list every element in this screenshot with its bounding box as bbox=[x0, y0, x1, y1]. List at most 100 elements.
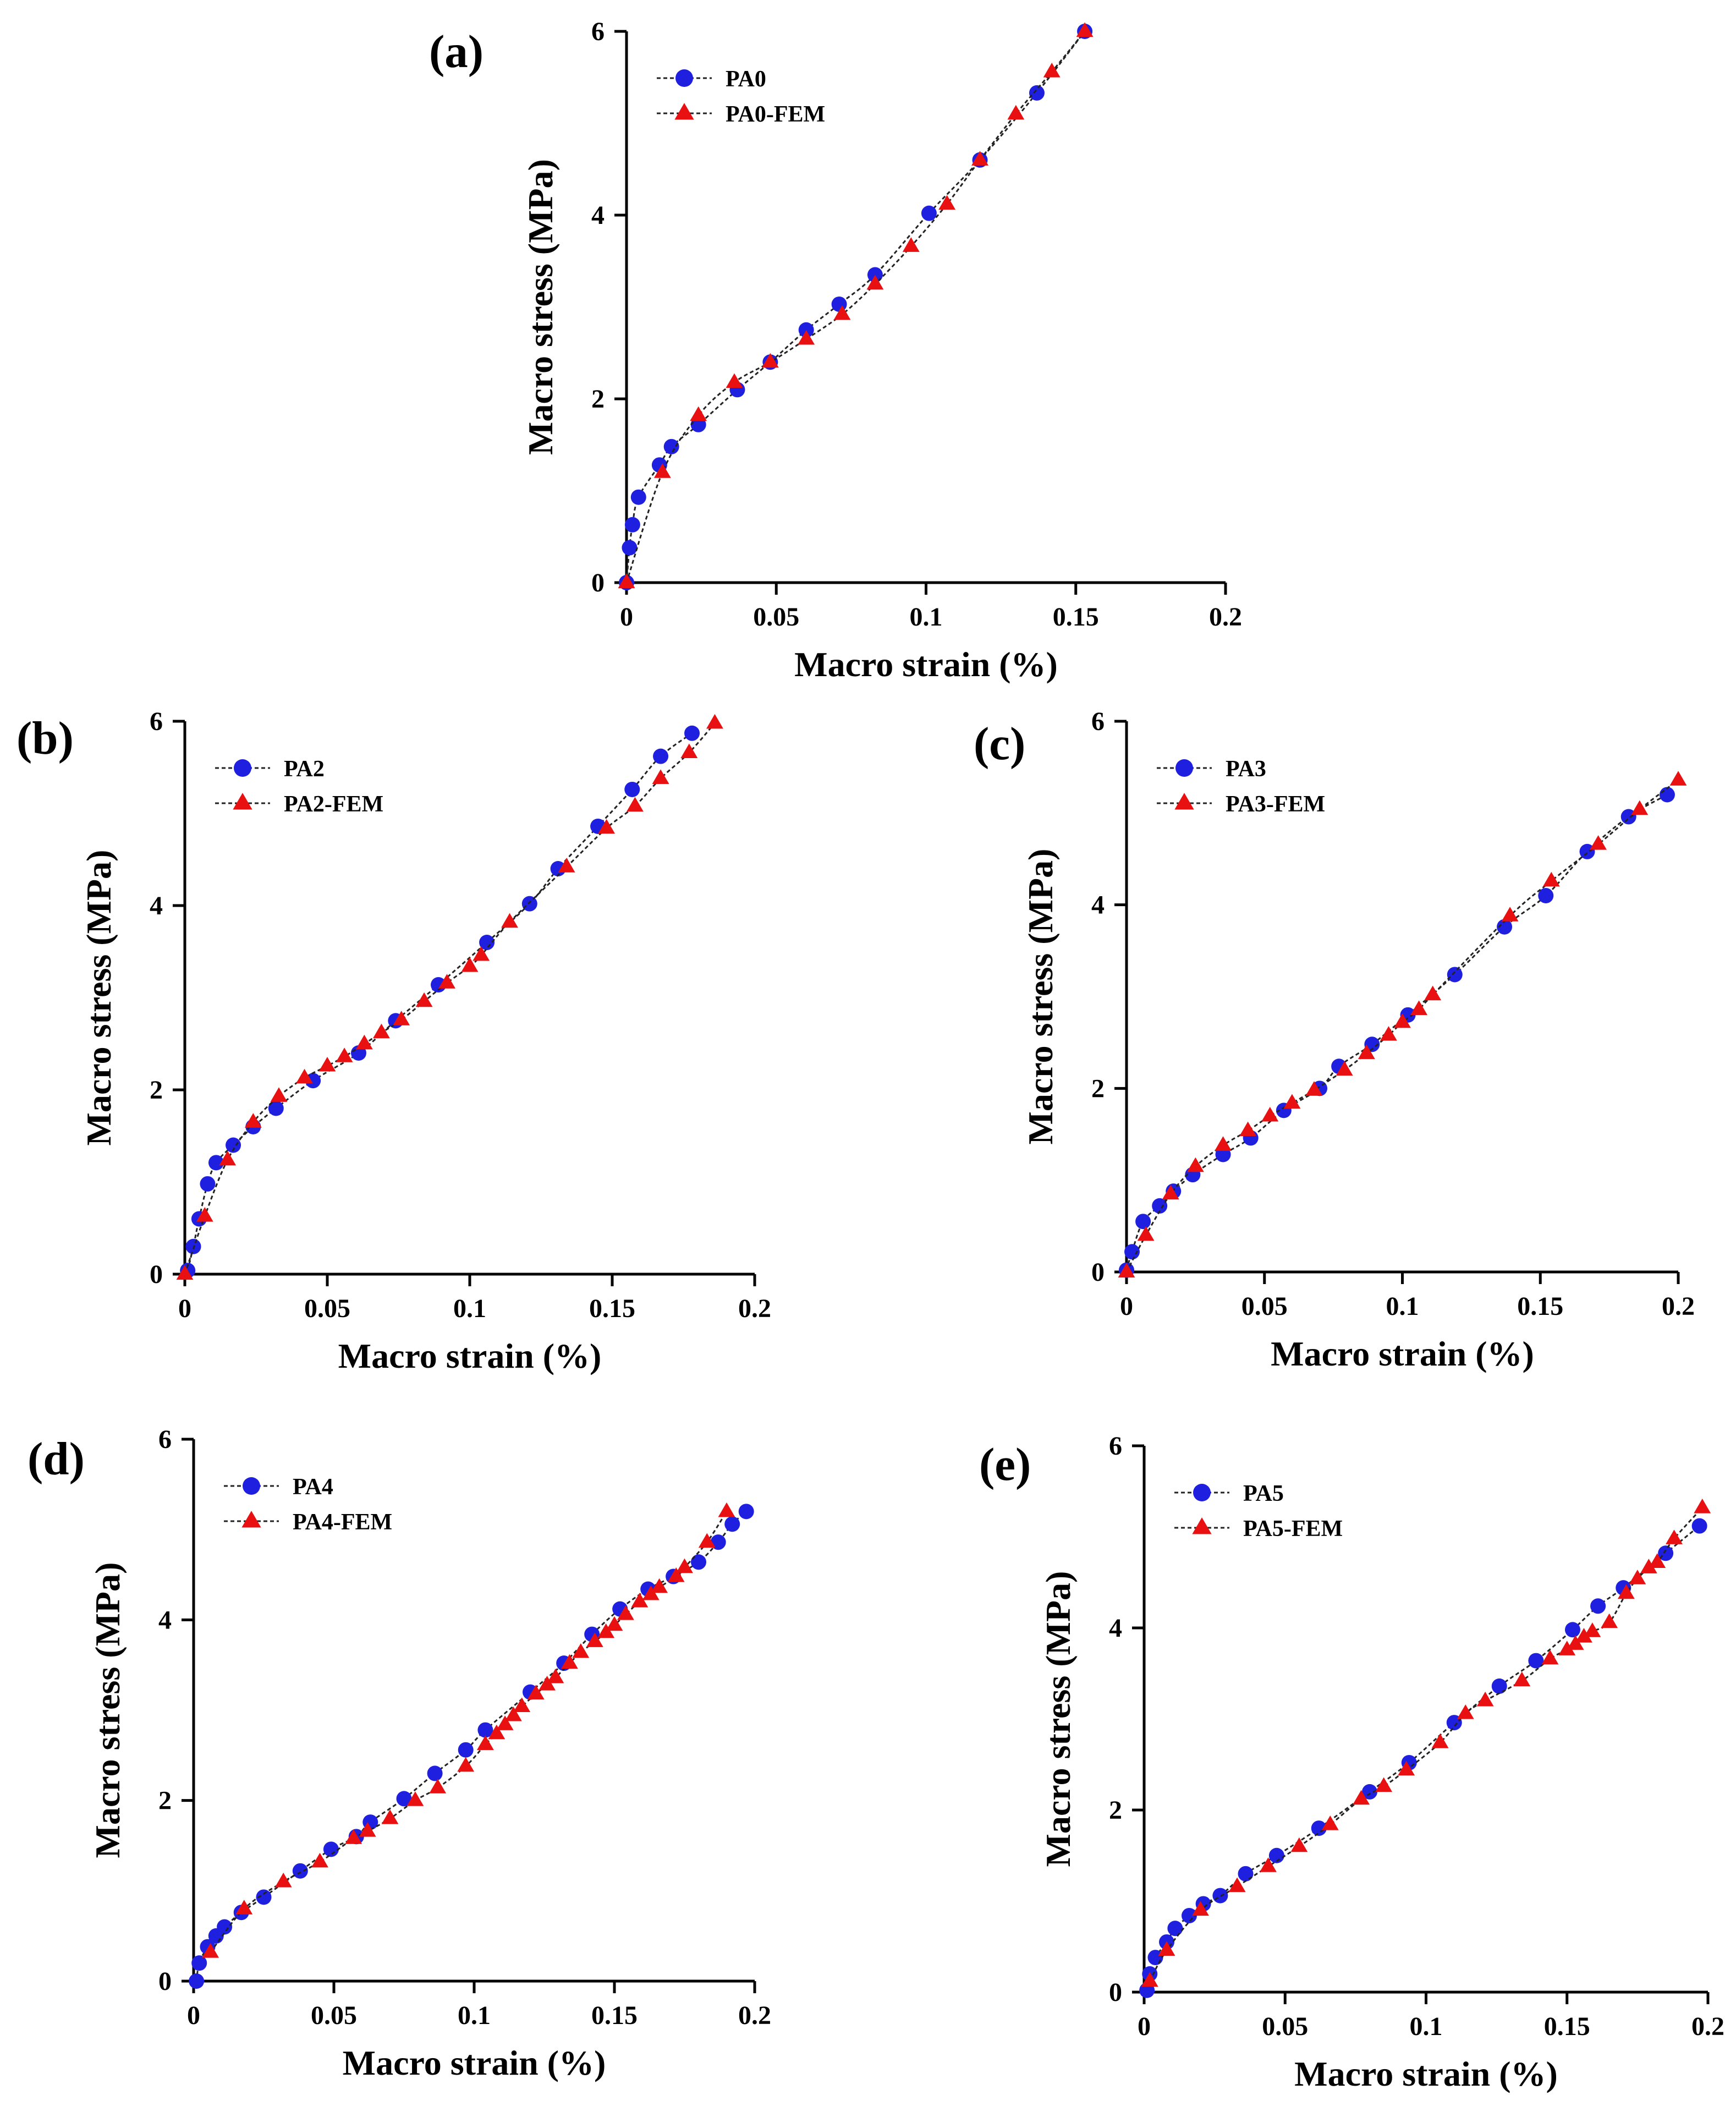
y-tick-label: 2 bbox=[158, 1786, 172, 1816]
legend: PA4 PA4-FEM bbox=[224, 1474, 392, 1535]
data-point-triangle bbox=[651, 1578, 668, 1593]
y-tick-label: 6 bbox=[1091, 707, 1105, 736]
data-point-triangle bbox=[1394, 1013, 1411, 1028]
legend-label: PA0-FEM bbox=[726, 102, 825, 127]
data-point-triangle bbox=[698, 1533, 716, 1548]
data-point-triangle bbox=[311, 1852, 328, 1868]
data-point-triangle bbox=[547, 1668, 564, 1683]
y-tick-label: 4 bbox=[150, 891, 163, 920]
data-point-triangle bbox=[274, 1872, 292, 1888]
data-point-circle bbox=[1565, 1622, 1580, 1638]
series-PA0-FEM bbox=[618, 22, 1094, 589]
data-point-triangle bbox=[1375, 1777, 1393, 1792]
x-axis-title: Macro strain (%) bbox=[338, 1336, 602, 1375]
data-point-triangle bbox=[676, 1558, 693, 1573]
y-tick-label: 2 bbox=[1109, 1796, 1122, 1825]
legend-label: PA4-FEM bbox=[293, 1510, 392, 1535]
legend-marker-triangle bbox=[233, 793, 252, 810]
x-tick-label: 0.1 bbox=[453, 1294, 486, 1323]
data-point-triangle bbox=[513, 1697, 531, 1713]
data-point-circle bbox=[521, 896, 537, 912]
data-point-circle bbox=[431, 977, 447, 993]
data-point-triangle bbox=[598, 819, 616, 834]
data-point-circle bbox=[921, 205, 937, 221]
data-point-circle bbox=[622, 540, 638, 556]
data-point-triangle bbox=[1640, 1559, 1657, 1573]
y-tick-label: 4 bbox=[1091, 891, 1105, 920]
x-tick-label: 0 bbox=[1120, 1292, 1133, 1321]
data-point-triangle bbox=[1694, 1499, 1711, 1513]
data-point-triangle bbox=[1649, 1553, 1666, 1568]
data-point-circle bbox=[624, 781, 640, 797]
x-tick-label: 0 bbox=[1138, 2012, 1151, 2041]
data-point-triangle bbox=[680, 743, 698, 759]
data-point-triangle bbox=[1239, 1121, 1257, 1137]
data-point-triangle bbox=[586, 1632, 603, 1647]
x-tick-label: 0.05 bbox=[311, 2001, 357, 2030]
y-tick-label: 6 bbox=[158, 1425, 172, 1454]
x-axis-title: Macro strain (%) bbox=[1271, 1334, 1534, 1373]
data-point-triangle bbox=[631, 1593, 649, 1608]
y-tick-label: 6 bbox=[1109, 1432, 1122, 1461]
data-point-triangle bbox=[866, 275, 884, 290]
y-axis-title: Macro stress (MPa) bbox=[88, 1562, 127, 1858]
y-tick-label: 2 bbox=[150, 1076, 163, 1105]
x-tick-label: 0.1 bbox=[1386, 1292, 1419, 1321]
x-tick-label: 0.05 bbox=[304, 1294, 350, 1323]
data-point-triangle bbox=[653, 463, 671, 478]
x-tick-label: 0.15 bbox=[1517, 1292, 1563, 1321]
legend-marker-triangle bbox=[1174, 793, 1194, 810]
series-PA4 bbox=[189, 1504, 754, 1989]
y-tick-label: 0 bbox=[150, 1260, 163, 1289]
legend-marker-circle bbox=[243, 1477, 260, 1495]
data-point-triangle bbox=[1076, 22, 1094, 37]
data-point-triangle bbox=[270, 1087, 288, 1102]
y-axis-title: Macro stress (MPa) bbox=[1021, 849, 1060, 1145]
panel-label: (c) bbox=[974, 718, 1025, 770]
data-point-triangle bbox=[1584, 1622, 1601, 1637]
y-tick-label: 6 bbox=[591, 17, 605, 46]
data-point-triangle bbox=[176, 1265, 194, 1280]
data-point-circle bbox=[1135, 1214, 1151, 1230]
legend: PA0 PA0-FEM bbox=[657, 67, 825, 127]
x-axis-title: Macro strain (%) bbox=[343, 2043, 606, 2082]
data-point-triangle bbox=[618, 573, 635, 589]
data-point-triangle bbox=[359, 1822, 376, 1837]
data-point-triangle bbox=[1590, 835, 1607, 850]
series-PA4-FEM bbox=[202, 1502, 735, 1958]
y-axis-title: Macro stress (MPa) bbox=[1039, 1571, 1078, 1867]
y-tick-label: 2 bbox=[1091, 1074, 1105, 1103]
data-point-triangle bbox=[726, 373, 743, 388]
x-tick-label: 0.2 bbox=[1209, 602, 1242, 632]
data-point-triangle bbox=[196, 1206, 213, 1222]
data-point-triangle bbox=[1669, 771, 1687, 786]
x-tick-label: 0.2 bbox=[1691, 2012, 1724, 2041]
x-tick-label: 0.2 bbox=[738, 1294, 771, 1323]
data-point-triangle bbox=[318, 1056, 336, 1072]
y-tick-label: 0 bbox=[158, 1967, 172, 1996]
series-PA3 bbox=[1119, 787, 1675, 1278]
data-point-circle bbox=[1538, 887, 1554, 903]
data-point-triangle bbox=[219, 1150, 237, 1166]
data-point-triangle bbox=[761, 353, 779, 368]
data-point-circle bbox=[1491, 1678, 1507, 1694]
data-point-triangle bbox=[1118, 1263, 1135, 1278]
data-point-triangle bbox=[372, 1023, 390, 1039]
legend: PA2 PA2-FEM bbox=[215, 756, 383, 817]
data-point-triangle bbox=[1137, 1226, 1155, 1241]
data-point-circle bbox=[798, 322, 814, 338]
series-line bbox=[186, 732, 693, 1271]
x-tick-label: 0 bbox=[187, 2001, 200, 2030]
legend-label: PA0 bbox=[726, 67, 766, 92]
data-point-circle bbox=[427, 1765, 443, 1781]
data-point-circle bbox=[1124, 1244, 1140, 1260]
data-point-circle bbox=[1497, 919, 1513, 935]
data-point-triangle bbox=[833, 305, 851, 320]
data-point-circle bbox=[226, 1137, 241, 1153]
data-point-triangle bbox=[457, 1757, 475, 1772]
data-point-triangle bbox=[235, 1900, 253, 1915]
data-point-triangle bbox=[476, 1735, 494, 1750]
series-PA0 bbox=[619, 24, 1093, 590]
data-point-triangle bbox=[617, 1605, 634, 1620]
